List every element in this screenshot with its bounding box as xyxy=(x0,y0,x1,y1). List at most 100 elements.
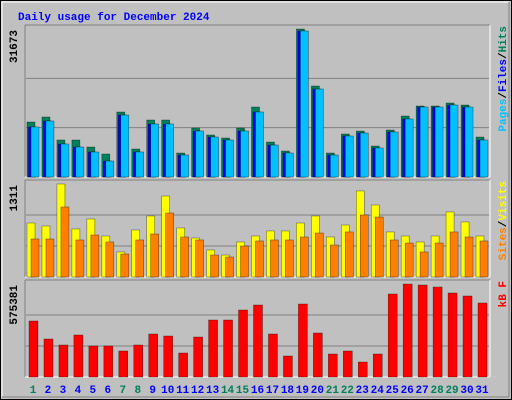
x-tick-label: 4 xyxy=(75,385,82,397)
x-tick-label: 13 xyxy=(206,385,220,397)
bar xyxy=(315,232,324,278)
bar xyxy=(193,336,203,378)
bar xyxy=(270,239,279,278)
bar xyxy=(345,135,354,178)
y-tick-label: 1311 xyxy=(9,185,21,212)
x-tick-label: 18 xyxy=(281,385,295,397)
bar xyxy=(210,136,219,178)
bar xyxy=(195,130,204,178)
bar xyxy=(208,319,218,378)
x-tick-label: 25 xyxy=(386,385,400,397)
bar xyxy=(103,345,114,378)
x-tick-label: 1 xyxy=(30,385,37,397)
bar xyxy=(240,245,249,278)
bar xyxy=(449,231,459,278)
bar xyxy=(105,160,115,178)
bar xyxy=(434,106,444,178)
bar xyxy=(419,106,429,178)
legend-entry: Pages xyxy=(498,99,510,132)
x-tick-label: 16 xyxy=(251,385,264,397)
legend-entry: Hits xyxy=(498,26,510,52)
bar xyxy=(419,251,429,278)
x-tick-label: 24 xyxy=(371,385,385,397)
bar xyxy=(135,151,145,178)
bar xyxy=(477,302,488,378)
bar xyxy=(180,154,189,178)
bar xyxy=(120,114,130,178)
bar xyxy=(163,335,173,378)
bar xyxy=(45,238,55,278)
bar xyxy=(88,345,99,378)
bar xyxy=(30,238,40,278)
x-tick-label: 20 xyxy=(311,385,324,397)
x-tick-label: 22 xyxy=(341,385,354,397)
x-tick-label: 15 xyxy=(236,385,250,397)
bar xyxy=(343,350,353,378)
legend-separator: / xyxy=(498,220,510,227)
bar xyxy=(449,104,459,178)
legend: kB F xyxy=(498,281,510,307)
x-tick-label: 27 xyxy=(416,385,429,397)
bar xyxy=(330,154,339,178)
x-tick-label: 28 xyxy=(430,385,444,397)
bar xyxy=(404,118,414,178)
x-tick-label: 9 xyxy=(149,385,156,397)
bar xyxy=(285,152,294,178)
bar xyxy=(402,283,413,378)
x-tick-label: 31 xyxy=(475,385,489,397)
bar xyxy=(225,139,234,178)
bar xyxy=(118,350,129,378)
bar xyxy=(90,151,100,178)
bar xyxy=(165,212,174,278)
x-tick-label: 6 xyxy=(105,385,112,397)
bar xyxy=(58,344,69,378)
bar xyxy=(330,244,339,278)
bar xyxy=(462,295,473,378)
y-tick-label: 575381 xyxy=(9,285,21,325)
bar xyxy=(270,144,279,178)
bar xyxy=(30,126,40,178)
bar xyxy=(315,88,324,178)
bar xyxy=(387,293,398,378)
x-tick-label: 19 xyxy=(296,385,309,397)
bar xyxy=(180,236,189,278)
bar xyxy=(464,106,474,178)
bar xyxy=(165,123,174,178)
bar xyxy=(283,355,293,378)
bar xyxy=(360,214,369,278)
bar xyxy=(150,233,159,278)
bar xyxy=(43,338,54,378)
bar xyxy=(374,216,384,278)
bar xyxy=(479,139,489,178)
bar xyxy=(45,120,55,178)
bar xyxy=(479,240,489,278)
bar xyxy=(417,284,428,378)
x-tick-label: 26 xyxy=(401,385,414,397)
bar xyxy=(298,303,308,378)
bar xyxy=(75,239,85,278)
bar xyxy=(255,240,264,278)
bar xyxy=(28,320,39,378)
x-tick-label: 21 xyxy=(326,385,340,397)
legend-entry: Visits xyxy=(498,181,510,221)
bar xyxy=(255,111,264,178)
legend-entry: Sites xyxy=(498,227,510,260)
bar xyxy=(328,353,338,378)
x-tick-label: 2 xyxy=(45,385,52,397)
x-tick-label: 14 xyxy=(221,385,235,397)
bar xyxy=(300,236,309,278)
legend-separator: / xyxy=(498,52,510,59)
bar xyxy=(148,333,158,378)
bar xyxy=(447,292,458,378)
bar xyxy=(285,239,294,278)
x-tick-label: 23 xyxy=(356,385,370,397)
bar xyxy=(60,206,70,278)
bar xyxy=(135,239,145,278)
x-tick-label: 11 xyxy=(176,385,190,397)
bar xyxy=(120,253,130,278)
bar xyxy=(268,333,278,378)
x-tick-label: 12 xyxy=(191,385,204,397)
x-tick-label: 30 xyxy=(460,385,473,397)
bar xyxy=(432,286,443,378)
